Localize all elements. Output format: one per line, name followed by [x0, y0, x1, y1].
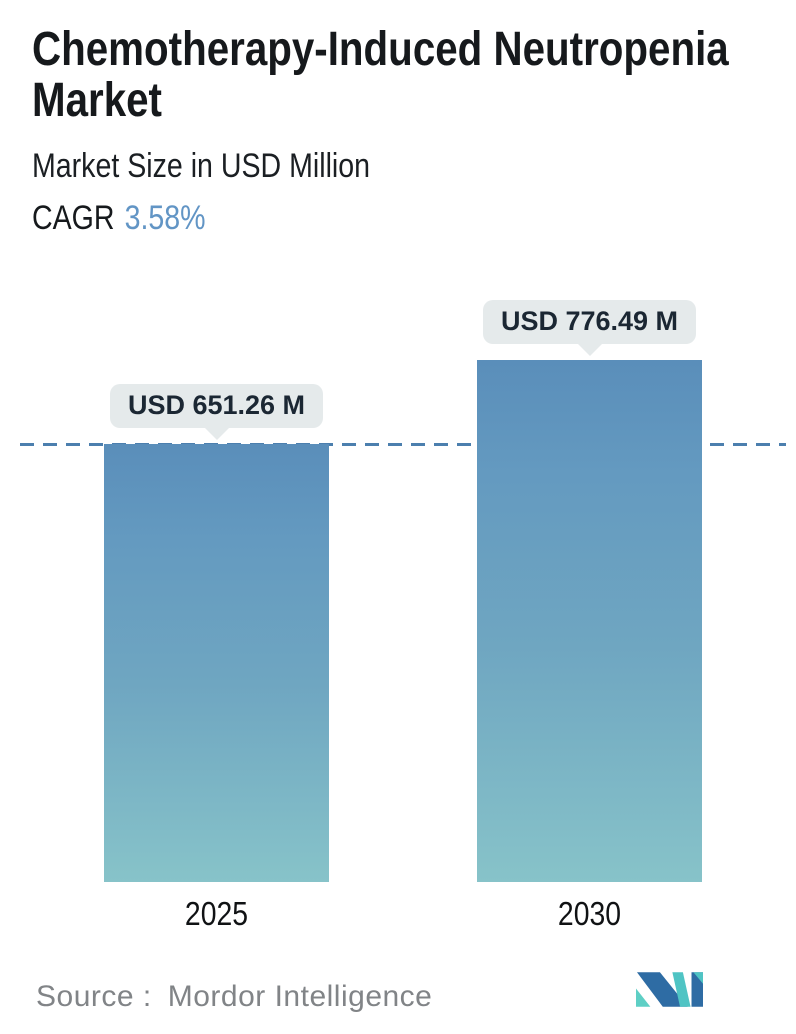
reference-dashed-line [20, 443, 786, 447]
source-label: Source : [36, 980, 152, 1013]
chart-header: Chemotherapy-Induced Neutropenia Market … [32, 24, 792, 238]
source-value: Mordor Intelligence [167, 980, 433, 1013]
bar-2030 [477, 360, 702, 882]
bar-group-2025: USD 651.26 M 2025 [104, 250, 329, 932]
axis-label-2030: 2030 [557, 895, 622, 932]
value-callout: USD 651.26 M [109, 384, 324, 429]
cagr-row: CAGR 3.58% [32, 199, 788, 238]
value-callout: USD 776.49 M [482, 300, 697, 344]
source-attribution: Source : Mordor Intelligence [36, 980, 432, 1014]
mordor-intelligence-logo [636, 972, 703, 1007]
axis-label-2025: 2025 [184, 895, 249, 932]
callout-pointer-icon [203, 427, 230, 441]
bar-group-2030: USD 776.49 M 2030 [477, 250, 702, 932]
cagr-value: 3.58% [124, 199, 206, 237]
chart-subtitle: Market Size in USD Million [32, 147, 371, 185]
plot-area: USD 651.26 M 2025 USD 776.49 M 2030 [0, 250, 796, 932]
chart-title: Chemotherapy-Induced Neutropenia Market [32, 23, 729, 127]
cagr-label: CAGR [32, 199, 115, 237]
bar-2025 [104, 444, 329, 882]
callout-pointer-icon [576, 343, 603, 356]
